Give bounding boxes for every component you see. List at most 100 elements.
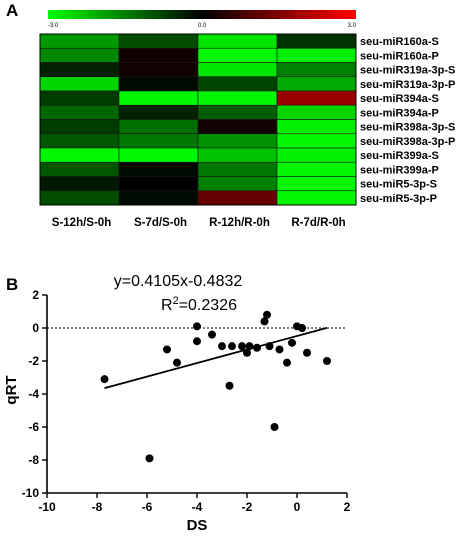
- heatmap-cell: [197, 147, 278, 163]
- heatmap-cell: [197, 190, 278, 206]
- heatmap-cell: [118, 133, 199, 149]
- x-tick-label: -6: [142, 500, 153, 514]
- x-tick-label: 0: [294, 500, 301, 514]
- heatmap-cell: [276, 47, 357, 63]
- scatter-point: [208, 330, 216, 339]
- heatmap-row-label: seu-miR160a-S: [360, 36, 439, 48]
- x-tick-label: -8: [92, 500, 103, 514]
- heatmap-cell: [39, 133, 120, 149]
- heatmap-row-label: seu-miR398a-3p-S: [360, 122, 455, 134]
- y-tick-label: -10: [22, 486, 40, 500]
- heatmap-row-label: seu-miR394a-P: [360, 107, 439, 119]
- heatmap-cell: [39, 33, 120, 49]
- heatmap-cell: [276, 133, 357, 149]
- scatter-point: [265, 342, 274, 351]
- panel-a-label: A: [6, 1, 18, 20]
- heatmap-cell: [118, 161, 199, 177]
- heatmap-cell: [276, 176, 357, 192]
- scatter-point: [243, 348, 251, 357]
- heatmap-cell: [118, 176, 199, 192]
- scatter-point: [228, 342, 236, 351]
- panel-b-label: B: [6, 275, 18, 294]
- r-squared: R2=0.2326: [161, 295, 237, 314]
- heatmap-row-label: seu-miR319a-3p-P: [360, 79, 455, 91]
- heatmap-cell: [39, 104, 120, 120]
- scatter-point: [163, 345, 171, 354]
- scatter-point: [260, 317, 269, 326]
- scatter-point: [275, 345, 284, 354]
- scatter-point: [283, 358, 291, 367]
- heatmap-cell: [118, 90, 199, 106]
- heatmap-cell: [39, 119, 120, 135]
- scatter-point: [145, 454, 154, 463]
- heatmap-cell: [118, 62, 199, 78]
- scatter-point: [303, 348, 311, 357]
- heatmap-row-label: seu-miR399a-P: [360, 164, 439, 176]
- scatter-point: [245, 342, 254, 351]
- heatmap-cell: [197, 161, 278, 177]
- heatmap-row-label: seu-miR319a-3p-S: [360, 65, 455, 77]
- heatmap-cell: [39, 90, 120, 106]
- x-tick-label: 2: [344, 500, 351, 514]
- y-tick-label: -6: [28, 420, 39, 434]
- heatmap-cell: [197, 90, 278, 106]
- heatmap-column-label: R-12h/R-0h: [209, 217, 270, 229]
- scatter-point: [225, 381, 234, 390]
- y-tick-label: 0: [32, 321, 39, 335]
- heatmap-cell: [276, 161, 357, 177]
- y-tick-label: -2: [28, 354, 39, 368]
- heatmap-cell: [118, 76, 199, 92]
- heatmap-cell: [197, 119, 278, 135]
- colorbar-mid-label: 0.0: [198, 23, 207, 29]
- heatmap-cell: [197, 76, 278, 92]
- colorbar: [48, 10, 356, 19]
- heatmap-cell: [197, 47, 278, 63]
- colorbar-max-label: 3.0: [348, 23, 357, 29]
- heatmap-cell: [118, 104, 199, 120]
- heatmap-border: [39, 33, 357, 206]
- heatmap-cell: [276, 33, 357, 49]
- heatmap-cell: [118, 47, 199, 63]
- y-tick-label: -4: [28, 387, 39, 401]
- scatter-point: [193, 337, 201, 346]
- heatmap-cell: [39, 176, 120, 192]
- heatmap-cell: [118, 119, 199, 135]
- scatter-point: [218, 342, 226, 351]
- scatter-point: [173, 358, 181, 367]
- heatmap-cell: [276, 104, 357, 120]
- heatmap-cell: [276, 119, 357, 135]
- scatter-plot: -10 -8 -6 -4 -2 0 2 -10 -8 -6 -4 -2 0 2: [22, 288, 351, 514]
- scatter-point: [253, 343, 261, 352]
- regression-line: [104, 326, 328, 389]
- heatmap-cell: [39, 147, 120, 163]
- heatmap-cell: [118, 147, 199, 163]
- heatmap-cell: [39, 62, 120, 78]
- heatmap-cell: [276, 76, 357, 92]
- heatmap-cell: [197, 62, 278, 78]
- heatmap-cell: [39, 161, 120, 177]
- heatmap-cell: [197, 133, 278, 149]
- heatmap-row-label: seu-miR5-3p-P: [360, 193, 437, 205]
- y-axis-title: qRT: [3, 375, 20, 404]
- y-tick-label: 2: [32, 288, 39, 302]
- heatmap-row-label: seu-miR5-3p-S: [360, 179, 437, 191]
- heatmap-row-label: seu-miR394a-S: [360, 93, 439, 105]
- heatmap-cell: [276, 190, 357, 206]
- scatter-point: [288, 338, 296, 347]
- heatmap-column-label: R-7d/R-0h: [291, 217, 345, 229]
- heatmap: seu-miR160a-S seu-miR160a-P seu-miR319a-3p…: [39, 33, 455, 229]
- heatmap-cell: [197, 104, 278, 120]
- scatter-point: [323, 357, 331, 365]
- heatmap-row-label: seu-miR160a-P: [360, 50, 439, 62]
- heatmap-cell: [276, 147, 357, 163]
- heatmap-cell: [276, 62, 357, 78]
- y-tick-label: -8: [28, 453, 39, 467]
- heatmap-row-label: seu-miR398a-3p-P: [360, 136, 455, 148]
- x-tick-label: -2: [242, 500, 253, 514]
- x-axis-title: DS: [187, 517, 208, 534]
- heatmap-cell: [118, 33, 199, 49]
- heatmap-cell: [118, 190, 199, 206]
- heatmap-cell: [39, 76, 120, 92]
- x-tick-label: -10: [38, 500, 56, 514]
